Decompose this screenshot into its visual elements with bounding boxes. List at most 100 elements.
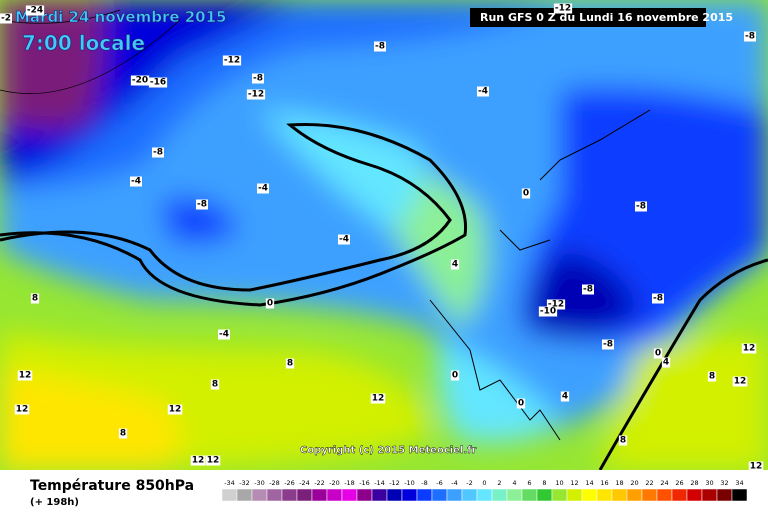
contour-label: 8 [120,429,126,439]
contour-label: -12 [548,300,564,310]
scale-cell [371,488,388,502]
footer-title: Température 850hPa [30,478,194,494]
contour-label: 8 [620,436,626,446]
scale-cell [386,488,403,502]
scale-cell [401,488,418,502]
contour-label-bg [257,183,269,194]
scale-label: 12 [570,479,578,487]
contour-label-bg [205,455,221,466]
contour-label-bg [732,376,748,387]
contour-label: -8 [745,32,755,42]
scale-label: -20 [329,479,340,487]
scale-label: -34 [224,479,235,487]
contour-label: 12 [19,371,32,381]
contour-label-bg [516,398,526,409]
contour-label-bg [190,455,206,466]
contour-label: -8 [153,148,163,158]
contour-label: 12 [734,377,747,387]
scale-label: -26 [284,479,295,487]
contour-label: -8 [653,294,663,304]
scale-label: -22 [314,479,325,487]
color-scale: -34 -32 -30 -28 -26 -24 -22 -20 -18 -16 -14 -12 -10-… [221,479,748,502]
contour-label-bg [450,370,460,381]
scale-cell [311,488,328,502]
contour-label-bg [148,77,168,88]
contour-label-bg [374,41,386,52]
contour-label-bg [553,3,573,14]
scale-cell [566,488,583,502]
footer-lead: (+ 198h) [30,497,79,508]
scale-label: 30 [705,479,713,487]
contour-label-bg [652,293,664,304]
scale-cell [686,488,703,502]
scale-cell [626,488,643,502]
contour-label: 12 [372,394,385,404]
contour-label: -10 [540,307,556,317]
contour-label-bg [30,293,40,304]
scale-cell [221,488,238,502]
contour-label-bg [582,284,594,295]
scale-label: 32 [720,479,728,487]
contour-label: -4 [339,235,349,245]
contour-label-bg [152,147,164,158]
contour-label: -8 [583,285,593,295]
contour-label: -8 [253,74,263,84]
scale-cell [611,488,628,502]
contour-label: -4 [478,87,488,97]
scale-cell [326,488,343,502]
scale-cell [491,488,508,502]
contour-label-bg [17,370,33,381]
contour-label-bg [635,201,647,212]
contour-label: 4 [663,358,669,368]
scale-label: 16 [600,479,608,487]
contour-label: 0 [523,189,529,199]
scale-label: 34 [735,479,743,487]
run-info: Run GFS 0 Z du Lundi 16 novembre 2015 [480,11,733,24]
scale-label: 6 [527,479,531,487]
contour-label: -12 [248,90,264,100]
scale-cell [341,488,358,502]
scale-label: -4 [451,479,457,487]
scale-label: -30 [254,479,265,487]
scale-cell [596,488,613,502]
contour-label: -8 [636,202,646,212]
scale-cell [266,488,283,502]
contour-label: -8 [603,340,613,350]
scale-label: -32 [239,479,250,487]
scale-cell [251,488,268,502]
scale-label: -8 [421,479,427,487]
contour-label-bg [538,306,558,317]
scale-label: 2 [497,479,501,487]
scale-cell [551,488,568,502]
contour-label: -4 [131,177,141,187]
scale-label: 0 [482,479,486,487]
scale-cell [431,488,448,502]
contour-label-bg [744,31,756,42]
scale-cell [476,488,493,502]
time: 7:00 locale [22,31,145,55]
contour-label-bg [246,89,266,100]
contour-label-bg [118,428,128,439]
contour-label: -4 [219,330,229,340]
contour-label-bg [130,75,150,86]
temperature-field [0,0,768,470]
contour-label-bg [130,176,142,187]
contour-label: 12 [743,344,756,354]
scale-label: -12 [389,479,400,487]
contour-label-bg [14,404,30,415]
contour-label: -2 [1,14,11,24]
contour-label-bg [450,259,460,270]
scale-cell [701,488,718,502]
scale-cell [656,488,673,502]
contour-labels: -2 -24 -20 -16 -12 -8 -12 -8 -12 -8 -4 -8 -4 -4 -8 -4 0 -… [0,3,764,472]
scale-cell [641,488,658,502]
scale-label: 28 [690,479,698,487]
contour-label-bg [218,329,230,340]
scale-cell [536,488,553,502]
contour-label-bg [222,55,242,66]
scale-cell [731,488,748,502]
contour-label: 12 [16,405,29,415]
scale-label: -16 [359,479,370,487]
contour-label-bg [0,13,12,24]
